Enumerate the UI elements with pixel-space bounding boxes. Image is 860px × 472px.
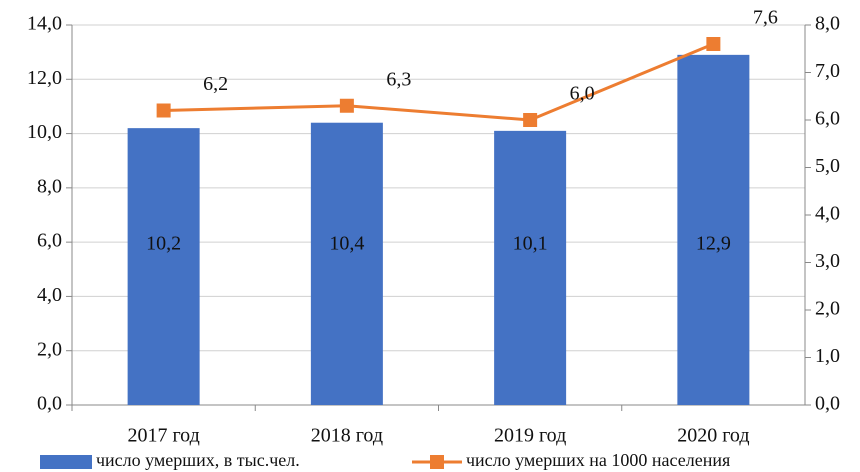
line-marker [339,98,354,113]
x-tick-label: 2017 год [127,425,199,447]
y2-tick-label: 7,0 [815,60,840,82]
line-value-label: 6,2 [203,73,228,95]
bar [127,128,200,405]
y-tick-label: 10,0 [27,121,62,143]
legend-swatch [430,455,444,469]
y2-tick-label: 3,0 [815,250,840,272]
line-value-label: 7,6 [753,7,778,29]
y-tick-label: 12,0 [27,67,62,89]
y2-tick-label: 1,0 [815,345,840,367]
y-tick-label: 8,0 [37,175,62,197]
legend-label: число умерших на 1000 населения [466,450,730,470]
y2-tick-label: 6,0 [815,108,840,130]
line-value-label: 6,0 [570,83,595,105]
bar-value-label: 10,2 [146,233,181,255]
y-tick-label: 14,0 [27,13,62,35]
bar [677,54,750,405]
y2-tick-label: 5,0 [815,155,840,177]
legend-swatch [40,455,92,469]
y-tick-label: 0,0 [37,393,62,415]
bar [494,130,567,405]
line-value-label: 6,3 [386,68,411,90]
y-tick-label: 4,0 [37,284,62,306]
y2-tick-label: 8,0 [815,13,840,35]
x-tick-label: 2019 год [494,425,566,447]
bar-value-label: 12,9 [696,233,731,255]
bar-value-label: 10,1 [513,233,548,255]
bar-value-label: 10,4 [329,233,364,255]
y2-tick-label: 2,0 [815,298,840,320]
line-marker [156,103,171,118]
legend-label: число умерших, в тыс.чел. [96,450,300,470]
y2-tick-label: 4,0 [815,203,840,225]
line-marker [706,37,721,51]
bar [310,122,383,405]
x-tick-label: 2018 год [311,425,383,447]
y-tick-label: 6,0 [37,230,62,252]
line-marker [523,113,538,127]
y-tick-label: 2,0 [37,338,62,360]
x-tick-label: 2020 год [677,425,749,447]
y2-tick-label: 0,0 [815,393,840,415]
line [163,42,714,122]
